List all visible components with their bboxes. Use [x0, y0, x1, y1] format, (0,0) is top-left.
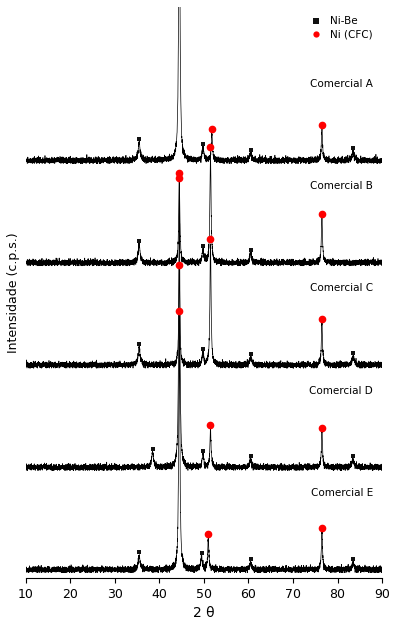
- Text: Comercial D: Comercial D: [309, 386, 373, 396]
- Text: Comercial E: Comercial E: [311, 488, 373, 498]
- Y-axis label: Intensidade (c.p.s.): Intensidade (c.p.s.): [7, 232, 20, 352]
- Text: Comercial A: Comercial A: [310, 78, 373, 88]
- Text: Comercial B: Comercial B: [310, 181, 373, 191]
- X-axis label: 2 θ: 2 θ: [193, 606, 215, 620]
- Text: Comercial C: Comercial C: [310, 283, 373, 293]
- Legend: Ni-Be, Ni (CFC): Ni-Be, Ni (CFC): [301, 12, 377, 44]
